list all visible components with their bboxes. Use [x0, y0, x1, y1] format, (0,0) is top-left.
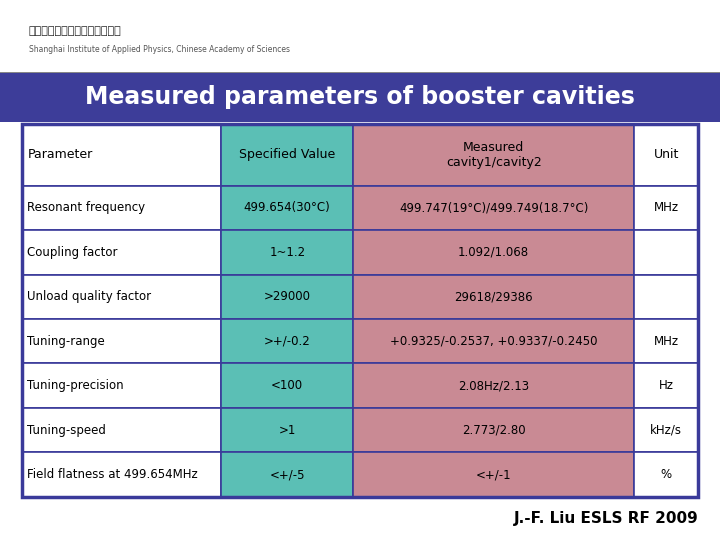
Text: <+/-5: <+/-5 — [269, 468, 305, 481]
Text: Coupling factor: Coupling factor — [27, 246, 118, 259]
Text: <100: <100 — [271, 379, 303, 392]
Text: Parameter: Parameter — [27, 148, 93, 161]
Text: Field flatness at 499.654MHz: Field flatness at 499.654MHz — [27, 468, 198, 481]
Text: Shanghai Institute of Applied Physics, Chinese Academy of Sciences: Shanghai Institute of Applied Physics, C… — [29, 45, 289, 55]
Text: 2.773/2.80: 2.773/2.80 — [462, 424, 526, 437]
Text: MHz: MHz — [654, 335, 679, 348]
Text: 1.092/1.068: 1.092/1.068 — [458, 246, 529, 259]
Text: 2.08Hz/2.13: 2.08Hz/2.13 — [458, 379, 529, 392]
Text: >1: >1 — [279, 424, 296, 437]
Text: Resonant frequency: Resonant frequency — [27, 201, 145, 214]
Text: +0.9325/-0.2537, +0.9337/-0.2450: +0.9325/-0.2537, +0.9337/-0.2450 — [390, 335, 598, 348]
Text: %: % — [661, 468, 672, 481]
Text: 499.654(30°C): 499.654(30°C) — [244, 201, 330, 214]
Text: 中国科学院上海应用物理研究所: 中国科学院上海应用物理研究所 — [29, 26, 122, 36]
Text: J.-F. Liu ESLS RF 2009: J.-F. Liu ESLS RF 2009 — [513, 511, 698, 526]
Text: Unit: Unit — [654, 148, 679, 161]
Text: Tuning-range: Tuning-range — [27, 335, 105, 348]
Text: Unload quality factor: Unload quality factor — [27, 291, 151, 303]
Text: <+/-1: <+/-1 — [476, 468, 511, 481]
Text: Measured
cavity1/cavity2: Measured cavity1/cavity2 — [446, 141, 541, 169]
Text: Tuning-speed: Tuning-speed — [27, 424, 107, 437]
Text: MHz: MHz — [654, 201, 679, 214]
Text: 1~1.2: 1~1.2 — [269, 246, 305, 259]
Text: >+/-0.2: >+/-0.2 — [264, 335, 310, 348]
Text: Tuning-precision: Tuning-precision — [27, 379, 124, 392]
Text: >29000: >29000 — [264, 291, 311, 303]
Text: Hz: Hz — [659, 379, 674, 392]
Text: Specified Value: Specified Value — [239, 148, 336, 161]
Text: 29618/29386: 29618/29386 — [454, 291, 533, 303]
Text: Measured parameters of booster cavities: Measured parameters of booster cavities — [85, 85, 635, 109]
Text: kHz/s: kHz/s — [650, 424, 683, 437]
Text: 499.747(19°C)/499.749(18.7°C): 499.747(19°C)/499.749(18.7°C) — [399, 201, 588, 214]
